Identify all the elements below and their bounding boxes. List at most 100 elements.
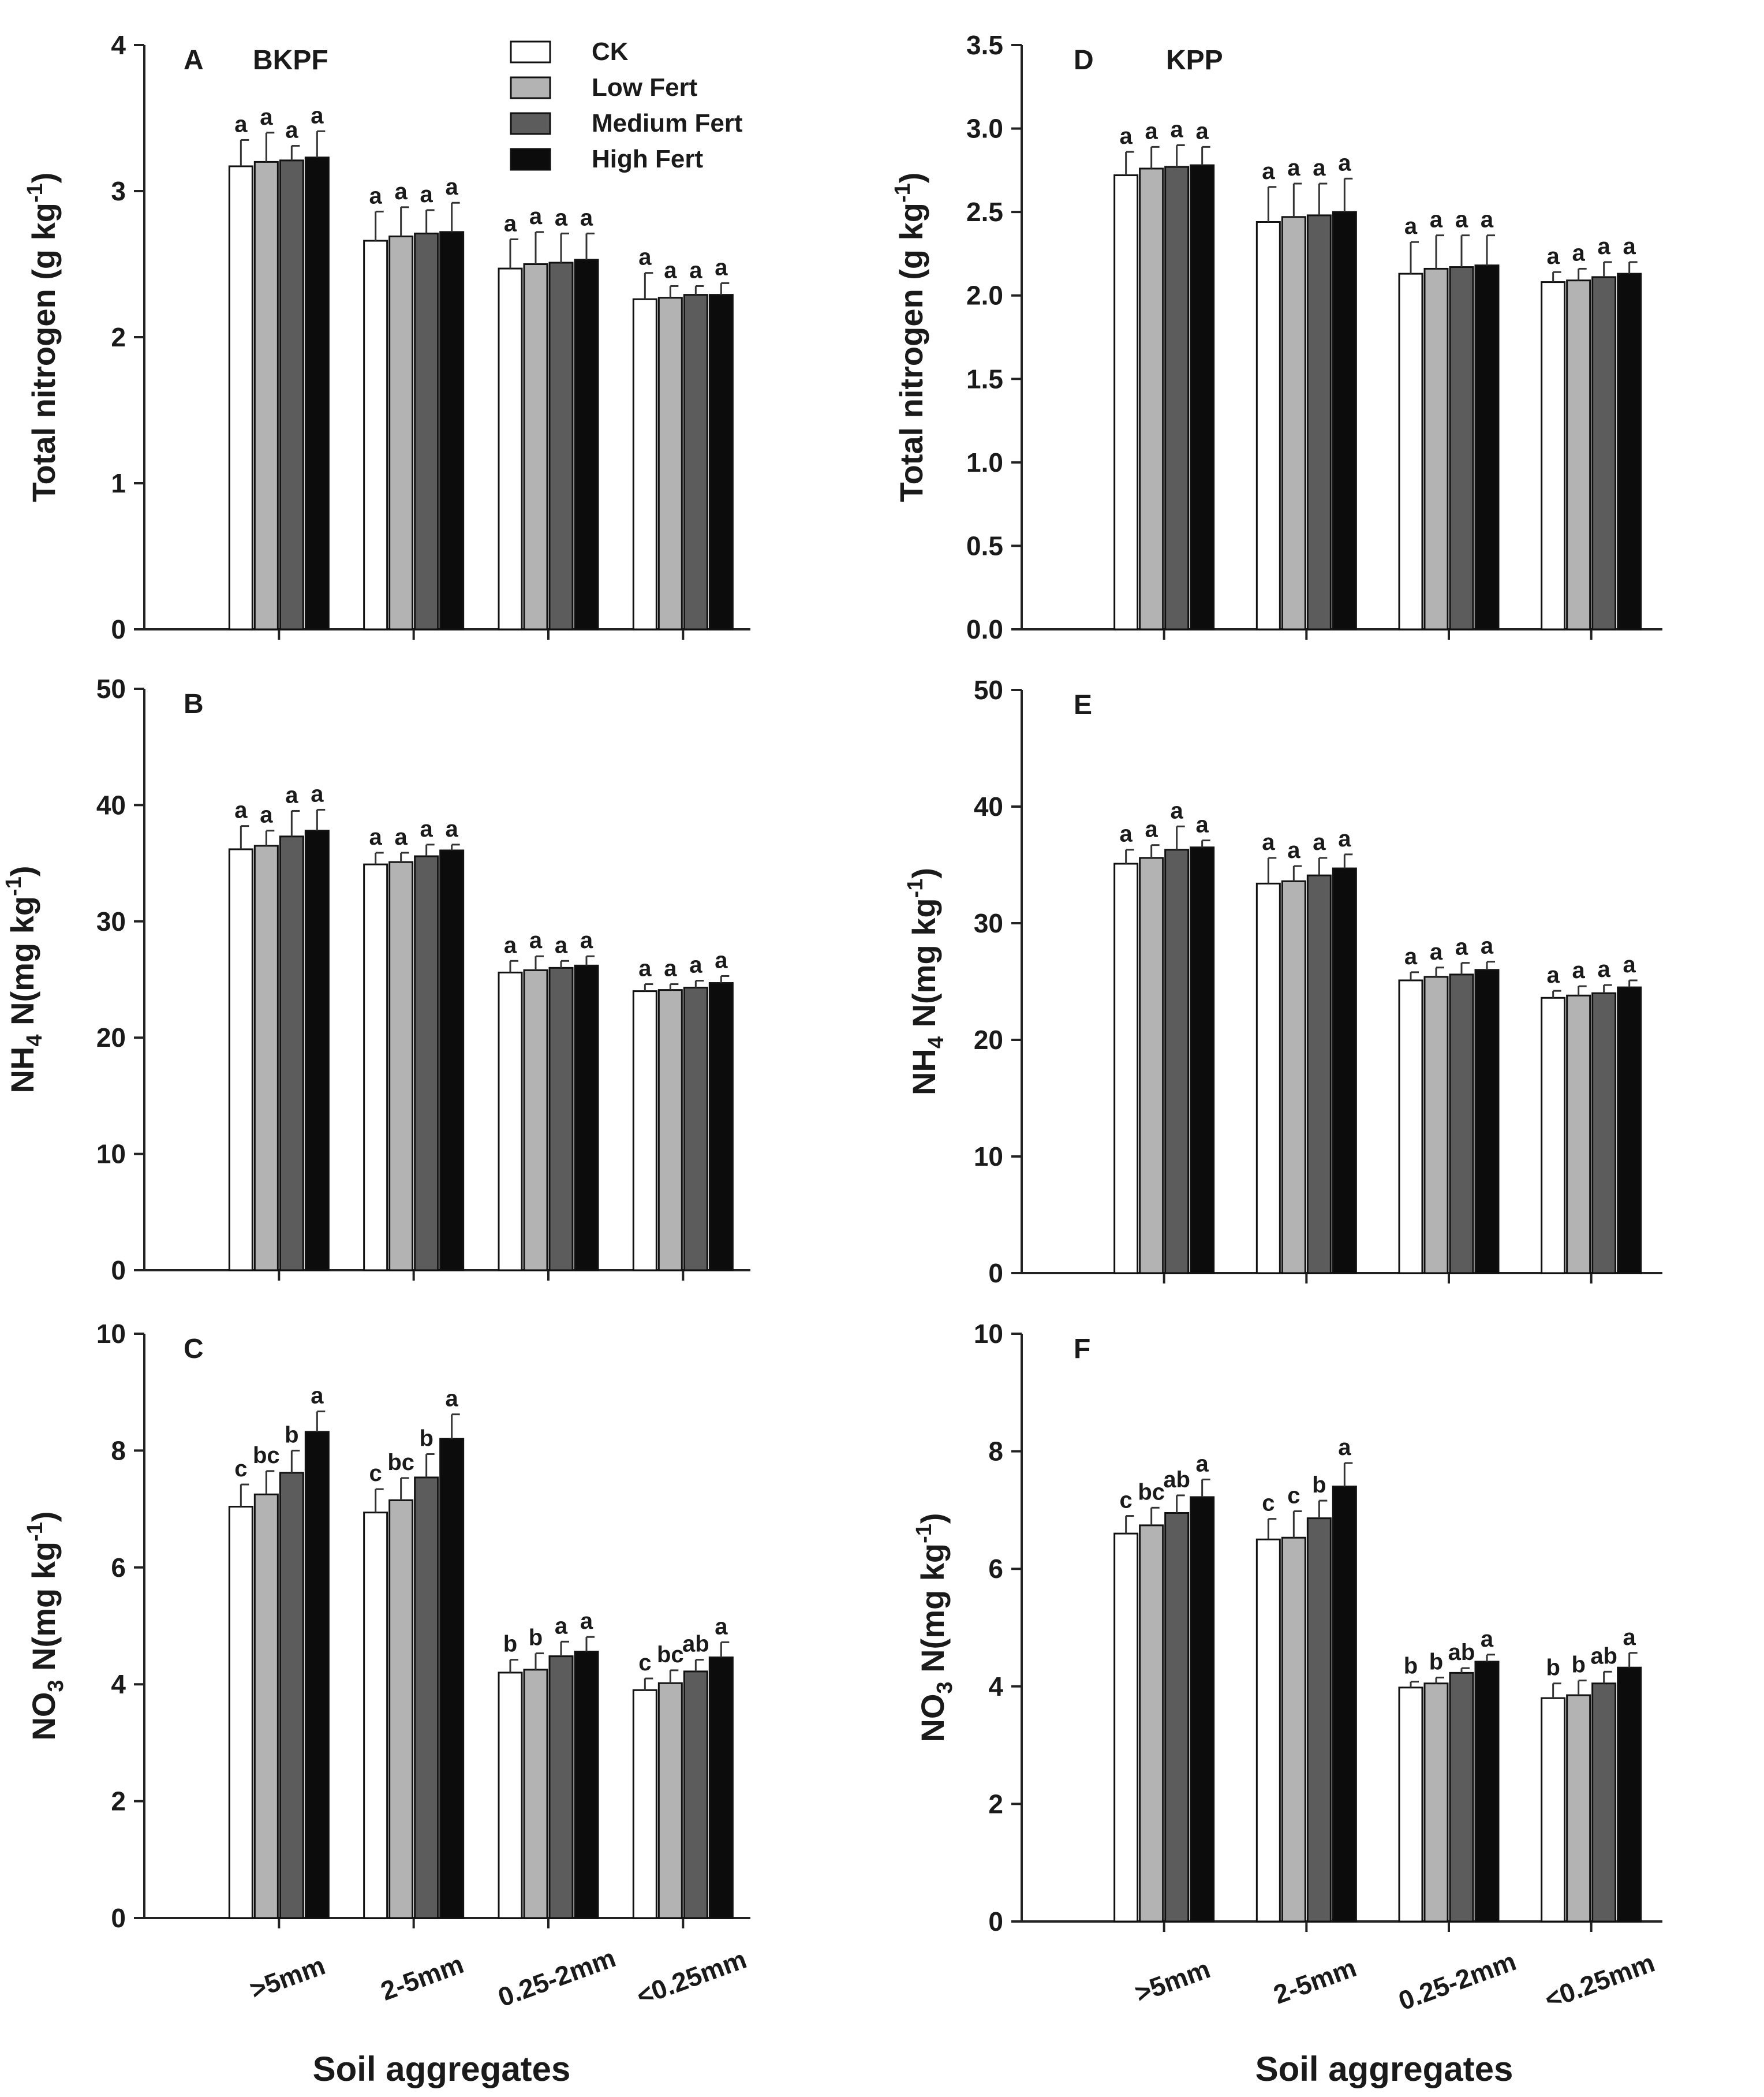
y-axis-label-mid: N(mg kg	[4, 896, 40, 1035]
significance-label: a	[234, 798, 248, 823]
bar	[1449, 1671, 1474, 1923]
significance-label: a	[369, 824, 383, 850]
bar	[1164, 1512, 1190, 1923]
significance-label: a	[1572, 240, 1586, 266]
significance-label: a	[260, 105, 273, 130]
significance-label: a	[555, 205, 568, 230]
legend-swatch	[510, 148, 551, 171]
y-axis-label-subscript: 3	[933, 1681, 957, 1693]
x-axis-title-left: Soil aggregates	[313, 2050, 571, 2088]
bar	[228, 848, 253, 1271]
significance-label: bc	[253, 1443, 280, 1468]
bar	[1164, 849, 1190, 1274]
significance-label: bc	[657, 1642, 684, 1667]
significance-label: a	[1313, 155, 1326, 181]
y-axis-label-superscript: -1	[23, 183, 47, 203]
bar	[1617, 1666, 1642, 1923]
y-axis-label: NH4 N(mg kg-1)	[903, 868, 948, 1095]
y-tick-label: 2.0	[966, 281, 1003, 311]
significance-label: a	[446, 1386, 459, 1412]
bar	[632, 990, 657, 1271]
significance-label: a	[446, 816, 459, 842]
significance-label: a	[420, 816, 433, 842]
bar	[523, 1669, 548, 1919]
bar	[439, 231, 465, 630]
significance-label: a	[1547, 962, 1560, 988]
bar	[363, 863, 388, 1271]
bar	[498, 267, 523, 630]
bar	[414, 1476, 439, 1919]
bar	[683, 294, 708, 630]
significance-label: a	[234, 111, 248, 137]
y-tick-label: 50	[96, 674, 126, 704]
panel-letter: F	[1074, 1334, 1090, 1364]
panel-letter: D	[1074, 45, 1094, 76]
y-tick-label: 30	[974, 908, 1003, 938]
y-axis-label-superscript: -1	[891, 183, 915, 203]
significance-label: a	[504, 932, 517, 958]
bar	[574, 1651, 599, 1919]
bar	[1449, 973, 1474, 1274]
y-axis-label-mid: N(mg kg	[906, 898, 942, 1036]
significance-label: a	[1262, 830, 1275, 855]
bar	[1139, 167, 1164, 630]
bar	[279, 835, 304, 1271]
bar	[279, 1472, 304, 1919]
bar	[498, 971, 523, 1271]
bar	[414, 855, 439, 1271]
bar	[657, 1682, 683, 1919]
significance-label: b	[285, 1422, 298, 1447]
significance-label: a	[664, 956, 677, 982]
bar	[683, 1670, 708, 1919]
significance-label: a	[285, 118, 298, 143]
significance-label: a	[689, 258, 702, 283]
significance-label: a	[1338, 1435, 1351, 1460]
y-tick-label: 1.0	[966, 447, 1003, 477]
y-axis-label-subscript: 4	[23, 1034, 47, 1046]
bar	[1164, 166, 1190, 630]
significance-label: a	[715, 255, 728, 280]
legend-label: Medium Fert	[592, 109, 743, 137]
bar	[1306, 1517, 1332, 1923]
y-axis-label: NH4 N(mg kg-1)	[2, 865, 47, 1093]
significance-label: a	[1623, 234, 1636, 259]
significance-label: a	[555, 932, 568, 958]
bar	[1617, 273, 1642, 630]
bar	[388, 1499, 414, 1919]
y-axis-label-main: NO	[25, 1692, 62, 1741]
bar	[1281, 216, 1306, 630]
significance-label: a	[580, 205, 593, 230]
bar	[632, 298, 657, 630]
bar	[1255, 882, 1281, 1274]
y-axis-label-end: )	[25, 1511, 62, 1522]
bar	[1113, 174, 1139, 630]
significance-label: a	[1171, 117, 1184, 142]
panel-letter: B	[184, 689, 204, 719]
significance-label: a	[260, 803, 273, 828]
y-axis-label-end: )	[906, 868, 942, 879]
significance-label: a	[1196, 118, 1209, 144]
significance-label: b	[1571, 1652, 1585, 1678]
significance-label: a	[1404, 214, 1418, 239]
x-category-label: 2-5mm	[1269, 1952, 1360, 2010]
significance-label: a	[1120, 822, 1133, 847]
y-tick-label: 4	[988, 1671, 1003, 1702]
y-tick-label: 50	[974, 675, 1003, 705]
bar	[414, 232, 439, 630]
bar	[1474, 264, 1500, 630]
bar	[228, 1506, 253, 1919]
y-axis-label: NO3 N(mg kg-1)	[912, 1513, 957, 1742]
bar	[439, 1438, 465, 1919]
significance-label: c	[369, 1461, 382, 1486]
significance-label: a	[395, 824, 408, 850]
significance-label: a	[1145, 118, 1158, 144]
bar	[1591, 1682, 1617, 1923]
bar	[363, 240, 388, 630]
bar	[1281, 880, 1306, 1274]
bar	[1449, 266, 1474, 630]
y-tick-label: 0	[111, 1255, 126, 1285]
